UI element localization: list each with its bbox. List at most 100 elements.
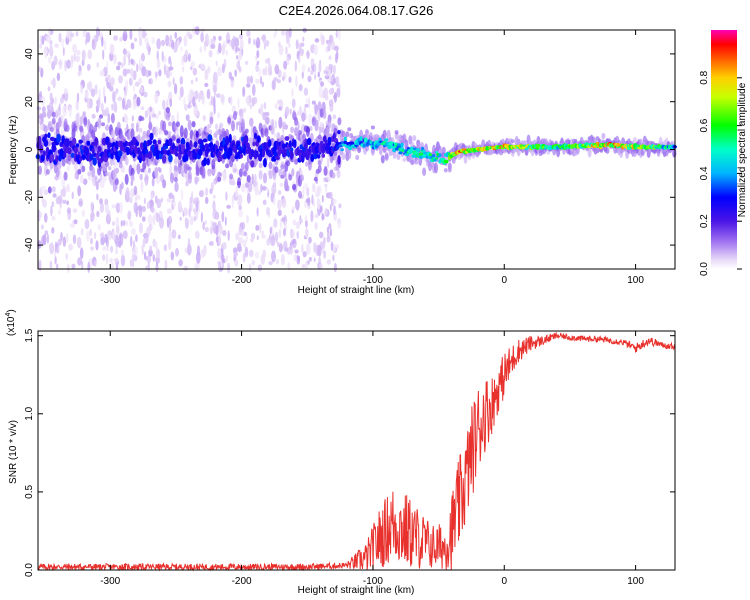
- spectrogram-noise-blob: [323, 87, 329, 98]
- spectrogram-noise-blob: [277, 199, 282, 210]
- spectrogram-noise-blob: [104, 95, 107, 104]
- spectrogram-ridge-point: [189, 140, 193, 148]
- spectrogram-noise-blob: [42, 199, 47, 208]
- snr-y-tick-label: 0.0: [24, 563, 35, 577]
- spectrogram-noise-blob: [94, 174, 97, 187]
- spectrogram-noise-blob: [160, 197, 164, 203]
- spectrogram-noise-blob: [324, 75, 330, 80]
- spectrogram-halo: [311, 100, 316, 105]
- spectrogram-noise-blob: [38, 259, 42, 272]
- spectrogram-x-tick-label: -300: [100, 275, 120, 286]
- spectrogram-ridge-point: [411, 154, 415, 158]
- spectrogram-noise-blob: [328, 63, 333, 70]
- spectrogram-noise-blob: [54, 241, 58, 253]
- spectrogram-noise-blob: [250, 75, 253, 84]
- spectrogram-noise-blob: [213, 86, 216, 98]
- spectrogram-halo: [313, 103, 318, 112]
- spectrogram-noise-blob: [151, 205, 155, 214]
- spectrogram-noise-blob: [128, 220, 132, 226]
- spectrogram-noise-blob: [332, 254, 335, 262]
- spectrogram-noise-blob: [131, 115, 134, 122]
- spectrogram-noise-blob: [325, 65, 329, 72]
- spectrogram-noise-blob: [292, 98, 296, 109]
- spectrogram-noise-blob: [218, 42, 222, 54]
- spectrogram-noise-blob: [82, 111, 87, 117]
- spectrogram-noise-blob: [93, 260, 97, 267]
- spectrogram-ridge-point: [56, 133, 61, 143]
- spectrogram-noise-blob: [62, 46, 65, 57]
- spectrogram-noise-blob: [251, 259, 255, 266]
- spectrogram-ridge-point: [327, 136, 332, 143]
- spectrogram-noise-blob: [171, 229, 177, 239]
- spectrogram-halo: [305, 126, 310, 133]
- spectrogram-noise-blob: [215, 93, 221, 98]
- spectrogram-noise-blob: [142, 238, 146, 248]
- spectrogram-noise-blob: [326, 157, 330, 169]
- spectrogram-halo: [264, 128, 269, 138]
- spectrogram-noise-blob: [192, 26, 196, 36]
- spectrogram-halo: [168, 121, 172, 127]
- spectrogram-noise-blob: [150, 193, 154, 200]
- spectrogram-ridge-point: [206, 158, 210, 166]
- spectrogram-noise-blob: [218, 224, 223, 235]
- spectrogram-noise-blob: [89, 237, 94, 245]
- spectrogram-noise-blob: [324, 95, 329, 101]
- spectrogram-noise-blob: [230, 76, 235, 81]
- spectrogram-halo: [51, 111, 56, 118]
- spectrogram-noise-blob: [127, 210, 132, 221]
- spectrogram-noise-blob: [195, 252, 201, 264]
- spectrogram-noise-blob: [49, 260, 53, 269]
- spectrogram-noise-blob: [66, 184, 70, 193]
- spectrogram-noise-blob: [310, 58, 315, 66]
- spectrogram-x-axis: -300 -200 -100 0 100: [100, 30, 644, 286]
- spectrogram-ridge-point: [337, 130, 341, 135]
- spectrogram-noise-blob: [267, 64, 273, 76]
- spectrogram-ridge-point: [438, 153, 442, 158]
- colorbar-tick-label: 0.6: [699, 118, 710, 132]
- spectrogram-noise-blob: [177, 234, 181, 240]
- spectrogram-noise-blob: [99, 202, 105, 214]
- spectrogram-noise-blob: [41, 96, 46, 106]
- spectrogram-noise-blob: [328, 191, 333, 199]
- spectrogram-halo: [209, 116, 214, 125]
- spectrogram-noise-blob: [333, 45, 339, 52]
- spectrogram-noise-blob: [179, 86, 184, 98]
- spectrogram-halo: [140, 116, 145, 121]
- spectrogram-ridge-point: [252, 141, 256, 147]
- spectrogram-ridge-point: [281, 143, 286, 149]
- spectrogram-noise-blob: [97, 224, 102, 231]
- spectrogram-halo: [77, 168, 82, 175]
- spectrogram-noise-blob: [188, 207, 191, 218]
- spectrogram-halo: [148, 124, 153, 129]
- spectrogram-halo: [240, 118, 245, 128]
- spectrogram-noise-blob: [301, 112, 306, 122]
- spectrogram-halo: [91, 166, 96, 178]
- spectrogram-noise-blob: [194, 262, 198, 271]
- spectrogram-y-axis: -40 -20 0 20 40: [24, 48, 675, 252]
- spectrogram-ridge-point: [225, 135, 230, 146]
- spectrogram-noise-blob: [200, 63, 205, 70]
- spectrogram-noise-blob: [171, 204, 174, 210]
- spectrogram-ridge-point: [168, 154, 173, 163]
- spectrogram-noise-blob: [178, 259, 183, 267]
- spectrogram-noise-blob: [133, 245, 138, 256]
- spectrogram-noise-blob: [146, 42, 150, 51]
- spectrogram-noise-blob: [81, 59, 85, 67]
- spectrogram-noise-blob: [205, 187, 209, 196]
- spectrogram-noise-blob: [130, 180, 133, 186]
- spectrogram-noise-blob: [168, 66, 174, 71]
- spectrogram-noise-blob: [297, 121, 300, 132]
- spectrogram-ridge-point: [94, 137, 99, 147]
- spectrogram-noise-blob: [122, 48, 127, 55]
- spectrogram-halo: [183, 127, 188, 139]
- spectrogram-noise-blob: [215, 60, 218, 67]
- spectrogram-noise-blob: [210, 43, 216, 50]
- spectrogram-noise-blob: [285, 247, 288, 252]
- spectrogram-noise-blob: [61, 38, 64, 48]
- spectrogram-noise-blob: [303, 200, 308, 209]
- spectrogram-noise-blob: [60, 231, 63, 242]
- spectrogram-ridge-point: [261, 148, 266, 158]
- spectrogram-noise-blob: [86, 63, 91, 71]
- spectrogram-noise-blob: [105, 213, 110, 225]
